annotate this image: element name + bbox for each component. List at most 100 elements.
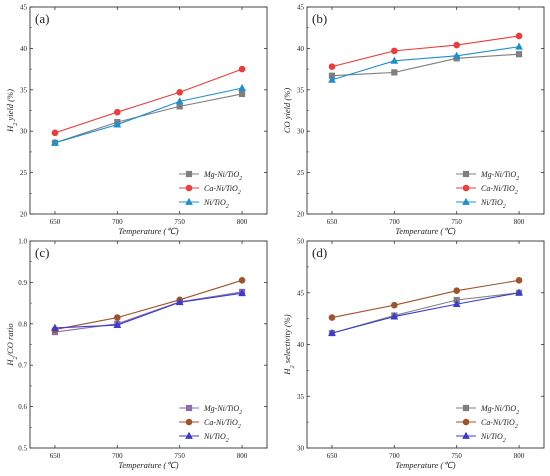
y-tick-label: 0.6 bbox=[18, 403, 27, 411]
x-tick-label: 650 bbox=[327, 452, 338, 460]
legend-label: Ni/TiO2 bbox=[203, 432, 229, 444]
legend-marker bbox=[462, 404, 470, 412]
legend-label: Mg-Ni/TiO2 bbox=[480, 170, 519, 182]
series-line-2 bbox=[331, 292, 520, 334]
x-tick-label: 750 bbox=[174, 452, 185, 460]
data-point bbox=[328, 314, 336, 321]
x-tick-label: 800 bbox=[237, 452, 248, 460]
x-tick-label: 800 bbox=[514, 452, 525, 460]
y-tick-label: 0.9 bbox=[18, 279, 27, 287]
x-axis-label: Temperature (℃) bbox=[395, 460, 455, 470]
series-line-1 bbox=[331, 35, 520, 68]
x-tick-label: 650 bbox=[50, 218, 61, 226]
y-tick-label: 50 bbox=[297, 238, 305, 246]
panel-label: (c) bbox=[35, 245, 49, 260]
y-axis-label: H2/CO ratio bbox=[5, 323, 19, 366]
legend-marker bbox=[185, 197, 193, 205]
y-tick-label: 30 bbox=[297, 445, 305, 453]
data-point bbox=[515, 32, 523, 40]
legend-marker bbox=[185, 170, 193, 178]
panel-label: (a) bbox=[35, 11, 49, 26]
series-line-2 bbox=[54, 292, 243, 329]
x-tick-label: 800 bbox=[514, 218, 525, 226]
data-point bbox=[175, 298, 184, 306]
y-tick-label: 35 bbox=[20, 86, 28, 94]
series-line-0 bbox=[54, 93, 243, 144]
data-point bbox=[391, 47, 398, 55]
y-tick-label: 0.7 bbox=[18, 362, 27, 370]
data-point bbox=[51, 138, 59, 146]
series-line-1 bbox=[331, 279, 520, 319]
data-point bbox=[176, 88, 183, 96]
series-line-2 bbox=[54, 87, 243, 144]
panel-b: 20 25 30 35 40 45 650 700 750 800 Temperature (℃) C… bbox=[282, 4, 545, 236]
data-point bbox=[515, 277, 523, 284]
data-point bbox=[238, 277, 246, 284]
data-point bbox=[238, 83, 246, 92]
y-tick-label: 25 bbox=[297, 169, 305, 177]
panel-c: 0.5 0.6 0.7 0.8 0.9 1.0 650 700 750 800 Temperatur… bbox=[5, 238, 268, 470]
panel-label: (d) bbox=[312, 245, 327, 260]
data-point bbox=[515, 51, 523, 58]
x-tick-label: 700 bbox=[112, 452, 123, 460]
y-tick-label: 30 bbox=[20, 128, 28, 136]
legend-marker bbox=[185, 418, 193, 426]
x-axis-label: Temperature (℃) bbox=[395, 226, 455, 236]
y-tick-label: 45 bbox=[297, 4, 305, 12]
data-point bbox=[391, 69, 398, 76]
legend-label: Ca-Ni/TiO2 bbox=[204, 184, 241, 196]
legend-label: Ca-Ni/TiO2 bbox=[481, 418, 518, 430]
data-point bbox=[238, 288, 246, 297]
y-tick-label: 20 bbox=[297, 211, 305, 219]
data-point bbox=[238, 90, 246, 98]
y-tick-label: 1.0 bbox=[18, 238, 27, 246]
legend-marker bbox=[185, 184, 193, 192]
y-tick-label: 40 bbox=[297, 45, 305, 53]
y-tick-label: 25 bbox=[20, 169, 28, 177]
y-tick-label: 45 bbox=[20, 4, 28, 12]
data-point bbox=[114, 108, 121, 116]
legend-marker bbox=[462, 431, 470, 439]
legend-label: Ca-Ni/TiO2 bbox=[204, 418, 241, 430]
data-point bbox=[515, 42, 523, 50]
data-point bbox=[175, 97, 184, 105]
data-point bbox=[390, 312, 399, 320]
data-point bbox=[113, 320, 122, 328]
legend-label: Mg-Ni/TiO2 bbox=[203, 170, 242, 182]
y-axis-label: CO yield (%) bbox=[282, 88, 292, 133]
y-axis-label: H2 yield (%) bbox=[5, 89, 19, 133]
y-tick-label: 30 bbox=[297, 128, 305, 136]
x-tick-label: 650 bbox=[327, 218, 338, 226]
x-tick-label: 700 bbox=[112, 218, 123, 226]
series-line-1 bbox=[54, 68, 243, 134]
data-point bbox=[113, 120, 122, 128]
plot-frame bbox=[306, 240, 545, 449]
x-tick-label: 650 bbox=[50, 452, 61, 460]
plot-frame bbox=[29, 6, 268, 215]
legend-marker bbox=[185, 404, 193, 412]
data-point bbox=[328, 75, 336, 83]
y-tick-label: 35 bbox=[297, 86, 305, 94]
data-point bbox=[452, 51, 461, 59]
data-point bbox=[328, 63, 336, 70]
series-line-0 bbox=[331, 292, 520, 334]
legend-marker bbox=[462, 418, 470, 426]
x-tick-label: 750 bbox=[174, 218, 185, 226]
series-line-0 bbox=[54, 291, 243, 333]
legend-label: Ca-Ni/TiO2 bbox=[481, 184, 518, 196]
legend-label: Ni/TiO2 bbox=[480, 432, 506, 444]
y-tick-label: 0.8 bbox=[18, 320, 27, 328]
y-tick-label: 35 bbox=[297, 393, 305, 401]
data-point bbox=[114, 314, 121, 321]
legend-marker bbox=[462, 197, 470, 205]
legend-label: Mg-Ni/TiO2 bbox=[480, 404, 519, 416]
x-tick-label: 750 bbox=[451, 218, 462, 226]
data-point bbox=[515, 288, 523, 296]
x-tick-label: 800 bbox=[237, 218, 248, 226]
legend-marker bbox=[462, 184, 470, 192]
plot-frame bbox=[29, 240, 268, 449]
y-tick-label: 40 bbox=[20, 45, 28, 53]
panel-d: 30 35 40 45 50 650 700 750 800 Temperature (℃) H2 … bbox=[282, 238, 545, 470]
data-point bbox=[453, 287, 460, 294]
